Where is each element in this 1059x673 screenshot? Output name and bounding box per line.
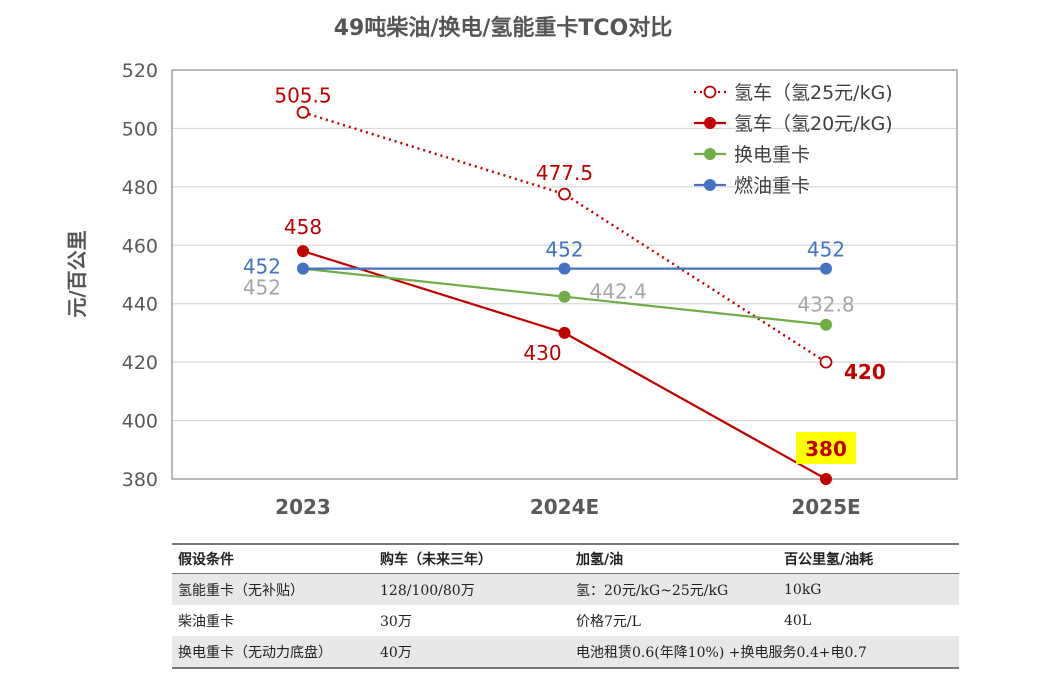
chart-title: 49吨柴油/换电/氢能重卡TCO对比 [334,15,673,41]
data-point [820,262,832,275]
table-cell: 10kG [784,581,822,598]
table-cell: 氢：20元/kG~25元/kG [576,582,729,599]
series-line [302,250,827,480]
data-point [558,262,571,275]
y-tick-label: 440 [122,294,158,316]
series-layer [296,105,833,485]
table-header-cell: 假设条件 [178,552,234,568]
table-cell: 氢能重卡（无补贴） [178,582,304,599]
table-cell: 128/100/80万 [380,582,475,599]
table-cell: 40万 [380,644,412,661]
x-tick-label: 2023 [275,495,331,519]
y-tick-label: 420 [122,352,158,374]
table-cell: 价格7元/L [576,613,641,630]
legend-swatch-marker [703,85,717,99]
legend-swatch-marker [704,179,716,191]
data-label: 452 [545,238,583,262]
table-row: 换电重卡（无动力底盘） 40万 电池租赁0.6(年降10%) +换电服务0.4+… [172,636,959,668]
x-axis-ticks: 2023 2024E 2025E [275,495,861,519]
y-tick-label: 480 [122,177,158,199]
table-header-cell: 购车（未来三年） [380,552,492,568]
legend-label: 燃油重卡 [734,175,810,197]
data-point [820,473,832,485]
plot-frame [171,69,958,480]
data-label: 452 [243,276,281,300]
data-point [558,290,571,303]
highlight-box [796,432,856,464]
table-row: 氢能重卡（无补贴） 128/100/80万 氢：20元/kG~25元/kG 10… [172,573,959,605]
data-point [297,262,309,275]
table-cell: 30万 [380,613,412,630]
data-label: 452 [243,255,281,279]
x-tick-label: 2025E [791,495,860,519]
data-label: 430 [523,341,561,365]
tco-line-chart: 49吨柴油/换电/氢能重卡TCO对比 380 400 420 440 460 480 500… [65,15,958,519]
data-label: 452 [807,238,845,262]
data-label: 477.5 [536,161,593,185]
table-cell: 换电重卡（无动力底盘） [178,644,332,661]
data-point [297,245,309,258]
table-cell: 柴油重卡 [178,613,234,630]
data-label: 432.8 [797,293,854,317]
y-tick-label: 400 [122,411,158,433]
legend-swatch-marker [704,148,716,160]
legend-swatch-marker [704,117,716,129]
data-label: 380 [805,437,847,461]
table-header-cell: 百公里氢/油耗 [784,552,874,568]
data-label: 505.5 [274,83,331,107]
y-tick-label: 460 [122,235,158,257]
data-point [819,355,833,369]
legend-label: 氢车（氢25元/kG) [734,82,893,104]
table-cell: 电池租赁0.6(年降10%) +换电服务0.4+电0.7 [576,644,867,661]
data-point [296,105,310,119]
y-tick-label: 500 [122,118,158,140]
data-point [558,326,571,339]
table-header-cell: 加氢/油 [576,552,624,568]
data-label: 458 [284,215,322,239]
series-line [302,111,827,364]
y-tick-label: 380 [122,469,158,491]
table-row: 柴油重卡 30万 价格7元/L 40L [172,605,959,636]
y-tick-label: 520 [122,60,158,82]
y-axis-label: 元/百公里 [65,230,89,317]
legend-label: 氢车（氢20元/kG) [734,113,893,135]
table-header-row: 假设条件 购车（未来三年） 加氢/油 百公里氢/油耗 [172,544,959,574]
table-cell: 40L [784,612,812,629]
data-point [820,318,832,331]
y-axis-ticks: 380 400 420 440 460 480 500 520 [122,60,158,491]
data-label: 442.4 [590,280,647,304]
x-tick-label: 2024E [530,495,599,519]
assumption-table: 假设条件 购车（未来三年） 加氢/油 百公里氢/油耗 氢能重卡（无补贴） 128… [172,543,959,669]
legend-label: 换电重卡 [734,144,810,166]
data-point [558,187,571,201]
data-label: 420 [844,360,886,384]
